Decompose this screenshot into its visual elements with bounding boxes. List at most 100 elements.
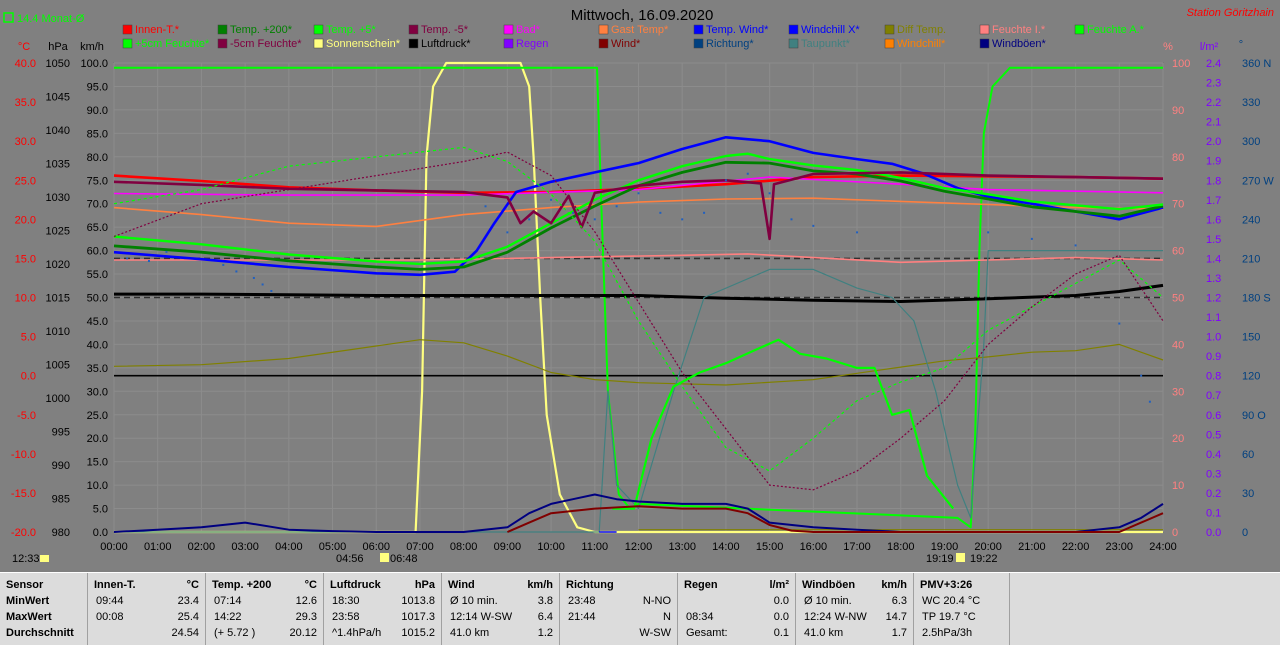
table-header: Luftdruck hPa <box>330 579 435 595</box>
table-header-title: Richtung <box>566 579 614 591</box>
table-row-label: MaxWert <box>6 611 52 623</box>
temp-tick-label: 25.0 <box>15 175 36 187</box>
legend-label: Wind* <box>611 38 641 50</box>
table-column: Sensor MinWert MaxWert Durchschnitt <box>0 573 88 645</box>
table-cell-label: 41.0 km <box>450 627 490 639</box>
rain-tick-label: 1.7 <box>1206 195 1221 207</box>
table-cell: 41.0 km 1.2 <box>448 627 553 643</box>
legend-swatch <box>503 24 514 35</box>
table-header-title: Luftdruck <box>330 579 381 591</box>
table-cell-value: 0.1 <box>773 627 789 639</box>
rain-tick-label: 1.3 <box>1206 273 1221 285</box>
table-cell-value: 1013.8 <box>401 595 435 607</box>
direction-tick-label: 240 <box>1242 214 1260 226</box>
table-cell-value: N <box>663 611 671 623</box>
table-cell: MinWert <box>6 595 81 611</box>
percent-tick-label: 60 <box>1172 246 1184 258</box>
direction-point <box>270 289 273 292</box>
legend-label: Luftdruck* <box>421 38 471 50</box>
legend-label: Feuchte A.* <box>1087 24 1145 36</box>
wind-tick-label: 10.0 <box>87 480 108 492</box>
sun-annotation: 19:22 <box>970 553 998 565</box>
rain-tick-label: 0.7 <box>1206 390 1221 402</box>
sun-annotation: 19:19 <box>926 553 954 565</box>
table-cell-value: 29.3 <box>295 611 317 623</box>
table-cell-value: 1.7 <box>891 627 907 639</box>
temp-tick-label: 15.0 <box>15 253 36 265</box>
rain-tick-label: 0.9 <box>1206 351 1221 363</box>
pressure-tick-label: 1005 <box>46 360 70 372</box>
direction-point <box>790 218 793 221</box>
table-cell: 21:44 N <box>566 611 671 627</box>
temp-tick-label: 5.0 <box>21 332 36 344</box>
pressure-tick-label: 1000 <box>46 393 70 405</box>
legend-label: Taupunkt* <box>801 38 851 50</box>
table-column: Wind km/h Ø 10 min. 3.8 12:14 W-SW 6.4 41.0 km… <box>442 573 560 645</box>
pressure-tick-label: 1040 <box>46 125 70 137</box>
direction-tick-label: 210 <box>1242 253 1260 265</box>
direction-point <box>856 231 859 234</box>
table-header-title: PMV+3:26 <box>920 579 973 591</box>
temp-tick-label: 10.0 <box>15 293 36 305</box>
series-line <box>114 66 1163 529</box>
direction-point <box>812 224 815 227</box>
wind-tick-label: 45.0 <box>87 316 108 328</box>
legend-swatch <box>313 24 324 35</box>
table-column: Windböen km/h Ø 10 min. 6.3 12:24 W-NW 14.7 41… <box>796 573 914 645</box>
table-cell-label: 2.5hPa/3h <box>922 627 973 639</box>
sunrise-icon <box>380 553 389 562</box>
x-tick-label: 07:00 <box>406 541 434 553</box>
wind-tick-label: 60.0 <box>87 246 108 258</box>
table-cell: Ø 10 min. 3.8 <box>448 595 553 611</box>
series-line <box>113 197 1164 228</box>
series-line <box>113 136 1164 277</box>
direction-point <box>1074 244 1077 247</box>
temp-tick-label: 0.0 <box>21 371 36 383</box>
rain-tick-label: 0.1 <box>1206 507 1221 519</box>
direction-tick-label: 330 <box>1242 97 1260 109</box>
legend-label: Temp. +5* <box>326 24 377 36</box>
direction-tick-label: 180 S <box>1242 293 1271 305</box>
x-tick-label: 11:00 <box>581 541 608 553</box>
table-cell-value: 1017.3 <box>401 611 435 623</box>
table-header: Wind km/h <box>448 579 553 595</box>
table-cell: 41.0 km 1.7 <box>802 627 907 643</box>
wind-tick-label: 65.0 <box>87 222 108 234</box>
direction-point <box>506 231 509 234</box>
direction-tick-label: 120 <box>1242 371 1260 383</box>
pressure-tick-label: 995 <box>52 427 70 439</box>
sun-annotation: 06:48 <box>390 553 418 565</box>
direction-point <box>126 257 129 260</box>
legend-swatch <box>598 24 609 35</box>
rain-tick-label: 1.8 <box>1206 175 1221 187</box>
direction-point <box>235 270 238 273</box>
direction-point <box>593 218 596 221</box>
legend-swatch <box>788 24 799 35</box>
direction-tick-label: 360 N <box>1242 58 1271 70</box>
table-cell-label: 21:44 <box>568 611 596 623</box>
wind-tick-label: 25.0 <box>87 410 108 422</box>
table-cell-label: 12:24 W-NW <box>804 611 867 623</box>
x-tick-label: 04:00 <box>275 541 303 553</box>
table-row-label: Durchschnitt <box>6 627 74 639</box>
table-cell-label: 14:22 <box>214 611 242 623</box>
table-cell-value: 6.3 <box>891 595 907 607</box>
direction-point <box>703 211 706 214</box>
temp-tick-label: -10.0 <box>11 449 36 461</box>
direction-point <box>147 260 150 263</box>
table-header-unit: hPa <box>414 579 435 591</box>
wind-tick-label: 70.0 <box>87 199 108 211</box>
table-cell-value: 25.4 <box>177 611 199 623</box>
wind-tick-label: 50.0 <box>87 293 108 305</box>
direction-point <box>550 198 553 201</box>
percent-tick-label: 100 <box>1172 58 1190 70</box>
x-tick-label: 22:00 <box>1062 541 1090 553</box>
temp-tick-label: -20.0 <box>11 527 36 539</box>
x-tick-label: 23:00 <box>1106 541 1134 553</box>
legend-swatch <box>503 38 514 49</box>
table-cell-value: 1015.2 <box>401 627 435 639</box>
x-tick-label: 09:00 <box>494 541 522 553</box>
pressure-tick-label: 1010 <box>46 326 70 338</box>
temp-tick-label: 20.0 <box>15 214 36 226</box>
percent-tick-label: 10 <box>1172 480 1184 492</box>
